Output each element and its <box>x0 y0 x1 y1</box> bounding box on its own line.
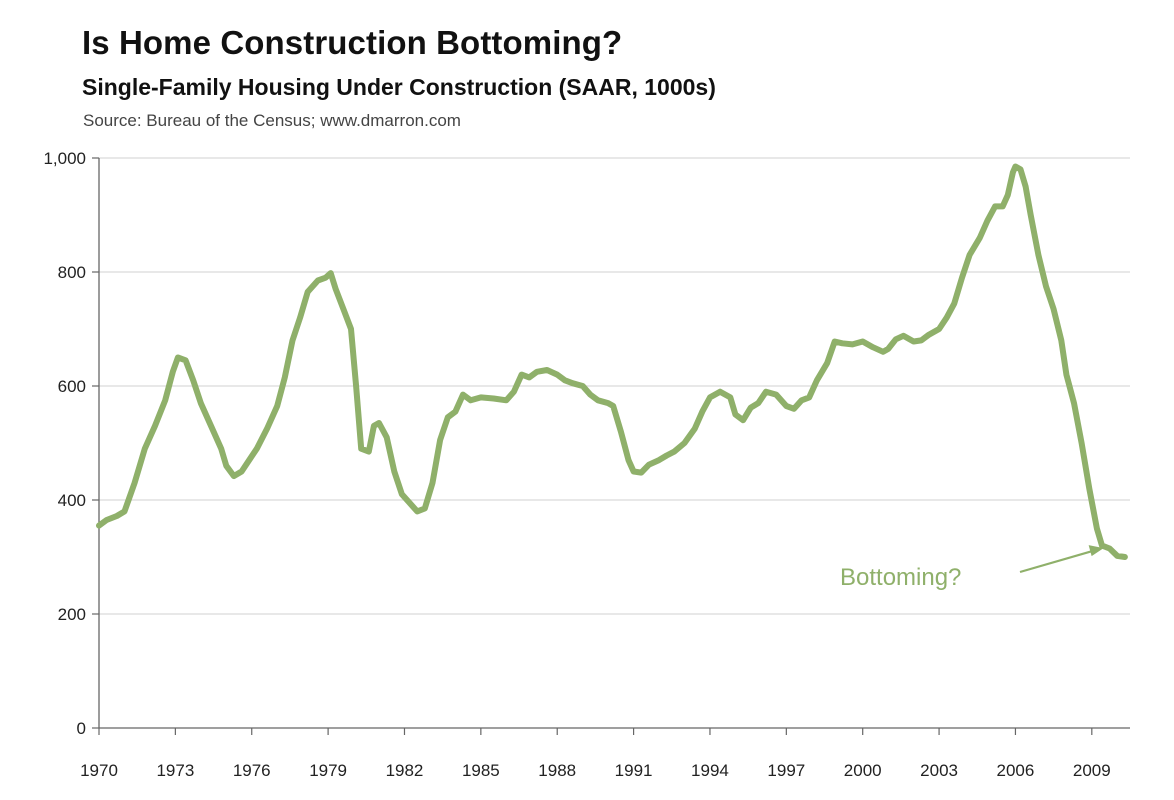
x-tick-label: 1991 <box>615 761 653 780</box>
chart-title: Is Home Construction Bottoming? <box>82 24 623 61</box>
y-tick-label: 200 <box>58 605 86 624</box>
annotation-arrowhead <box>1088 545 1104 557</box>
y-tick-label: 600 <box>58 377 86 396</box>
x-tick-label: 2009 <box>1073 761 1111 780</box>
y-tick-label: 800 <box>58 263 86 282</box>
annotation-arrow-line <box>1019 549 1094 574</box>
x-tick-label: 1979 <box>309 761 347 780</box>
x-axis-ticks: 1970 1973 1976 1979 1982 1985 1988 1991 1994 1997… <box>80 728 1111 780</box>
chart-subtitle: Single-Family Housing Under Construction… <box>82 74 716 100</box>
x-tick-label: 2003 <box>920 761 958 780</box>
series-layer <box>96 163 1128 560</box>
x-tick-label: 1994 <box>691 761 729 780</box>
x-tick-label: 1976 <box>233 761 271 780</box>
x-tick-label: 1988 <box>538 761 576 780</box>
chart-source: Source: Bureau of the Census; www.dmarro… <box>83 111 461 130</box>
axes <box>98 158 1130 729</box>
x-tick-label: 1970 <box>80 761 118 780</box>
x-tick-label: 2006 <box>997 761 1035 780</box>
x-tick-label: 2000 <box>844 761 882 780</box>
x-tick-label: 1973 <box>156 761 194 780</box>
y-tick-label: 1,000 <box>43 149 86 168</box>
x-tick-label: 1985 <box>462 761 500 780</box>
y-tick-label: 400 <box>58 491 86 510</box>
x-tick-label: 1997 <box>767 761 805 780</box>
gridlines <box>99 157 1130 615</box>
y-axis-ticks: 0 200 400 600 800 1,000 <box>43 149 99 738</box>
annotation-layer: Bottoming? <box>840 545 1104 591</box>
annotation-label: Bottoming? <box>840 564 961 591</box>
x-tick-label: 1982 <box>386 761 424 780</box>
y-tick-label: 0 <box>77 719 86 738</box>
series-line <box>96 163 1128 560</box>
